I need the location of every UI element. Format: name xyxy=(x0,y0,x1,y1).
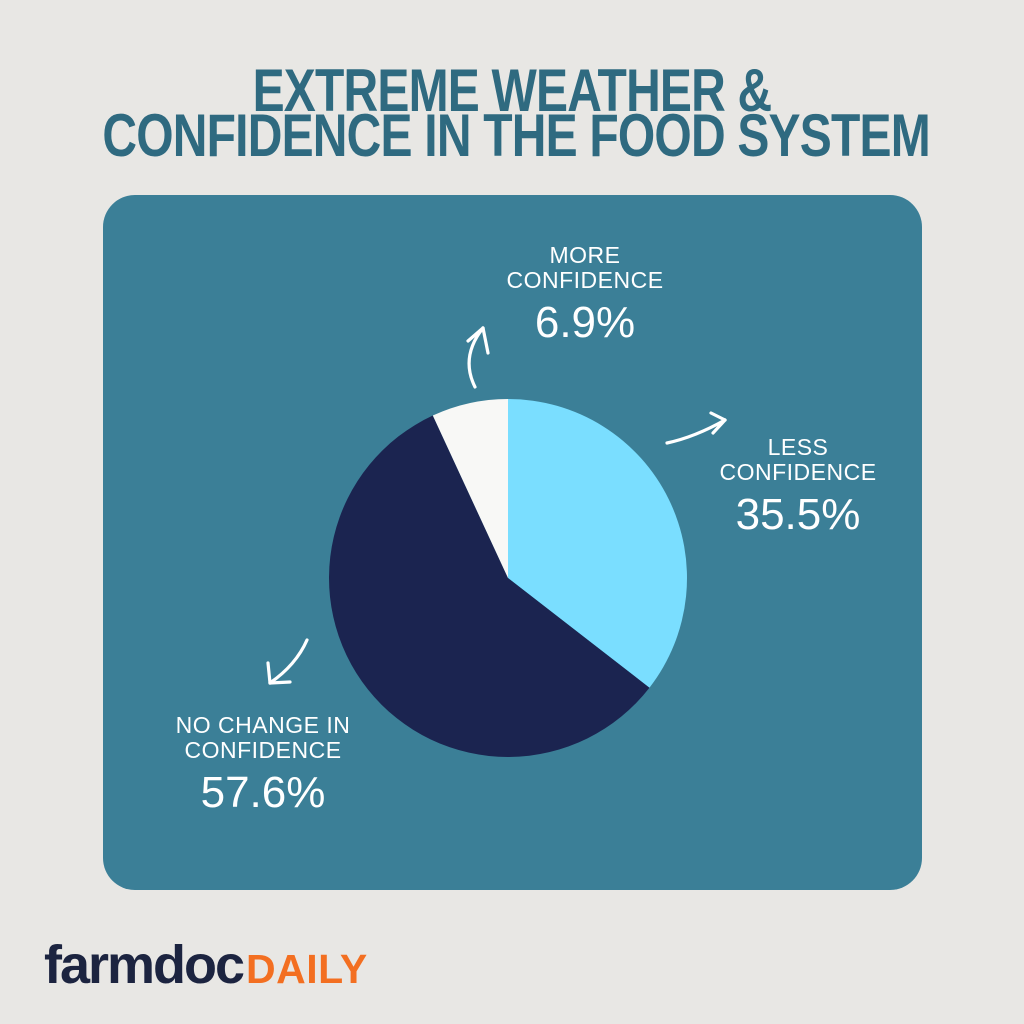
callout-no-change-label-line1: NO CHANGE IN xyxy=(175,712,351,738)
callout-no-change-label-line2: CONFIDENCE xyxy=(184,737,342,763)
callout-more-label-line1: MORE xyxy=(549,242,621,268)
page-title: EXTREME WEATHER & CONFIDENCE IN THE FOOD… xyxy=(102,57,930,169)
less-confidence-slice xyxy=(508,399,687,688)
callout-no-change-confidence: NO CHANGE IN CONFIDENCE 57.6% xyxy=(113,713,413,816)
no-change-in-confidence-slice xyxy=(329,415,650,757)
farmdoc-daily-logo: farmdoc DAILY xyxy=(44,934,368,996)
callout-less-label-line1: LESS xyxy=(767,434,829,460)
title-line-1: EXTREME WEATHER & xyxy=(252,57,773,124)
more-confidence-slice xyxy=(432,399,508,578)
callout-less-confidence: LESS CONFIDENCE 35.5% xyxy=(648,435,948,538)
callout-less-label-line2: CONFIDENCE xyxy=(719,459,877,485)
callout-more-confidence: MORE CONFIDENCE 6.9% xyxy=(435,243,735,346)
logo-daily-text: DAILY xyxy=(246,946,368,992)
callout-more-value: 6.9% xyxy=(534,298,636,347)
chart-card: MORE CONFIDENCE 6.9% LESS CONFIDENCE 35.… xyxy=(103,195,922,890)
callout-less-value: 35.5% xyxy=(735,490,861,539)
arrow-no-change-confidence xyxy=(266,638,309,685)
logo-farmdoc-text: farmdoc xyxy=(44,935,245,995)
callout-more-label-line2: CONFIDENCE xyxy=(506,267,664,293)
callout-no-change-value: 57.6% xyxy=(200,768,326,817)
title-line-2: CONFIDENCE IN THE FOOD SYSTEM xyxy=(102,102,930,169)
pie-chart xyxy=(329,399,687,757)
